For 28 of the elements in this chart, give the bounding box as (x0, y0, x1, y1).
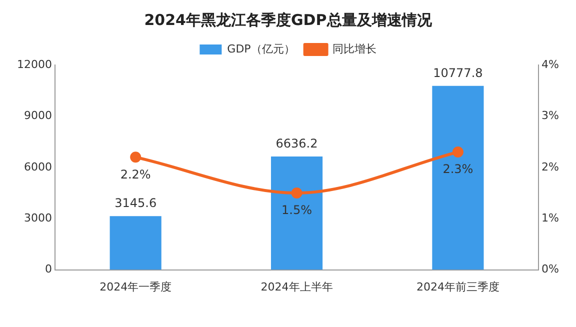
x-tick-label: 2024年上半年 (260, 280, 333, 294)
chart-title: 2024年黑龙江各季度GDP总量及增速情况 (144, 10, 433, 29)
data-label: 2.2% (120, 167, 151, 182)
data-label: 10777.8 (433, 66, 483, 80)
point (452, 146, 464, 158)
x-tick-label: 2024年一季度 (100, 280, 172, 294)
point (130, 152, 142, 163)
y2-tick-label: 0% (542, 262, 559, 276)
data-label: 6636.2 (276, 136, 318, 151)
legend-label: 同比增长 (332, 42, 376, 56)
y-tick-label: 0 (44, 262, 52, 276)
y2-tick-label: 1% (542, 211, 559, 224)
data-label: 3145.6 (114, 196, 157, 210)
y-tick-label: 9000 (24, 109, 52, 122)
y2-tick-label: 4% (542, 58, 559, 71)
y-tick-label: 12000 (16, 58, 52, 71)
legend-label: GDP（亿元） (227, 42, 295, 56)
y-tick-label: 3000 (24, 211, 52, 224)
bar (432, 86, 484, 270)
data-label: 1.5% (282, 203, 312, 218)
point (291, 188, 302, 198)
data-label: 2.3% (442, 162, 474, 176)
y2-tick-label: 3% (542, 109, 559, 122)
bar (110, 216, 162, 270)
y-tick-label: 6000 (24, 160, 52, 174)
bar (270, 156, 323, 270)
y2-tick-label: 2% (542, 160, 559, 174)
x-tick-label: 2024年前三季度 (416, 280, 500, 294)
